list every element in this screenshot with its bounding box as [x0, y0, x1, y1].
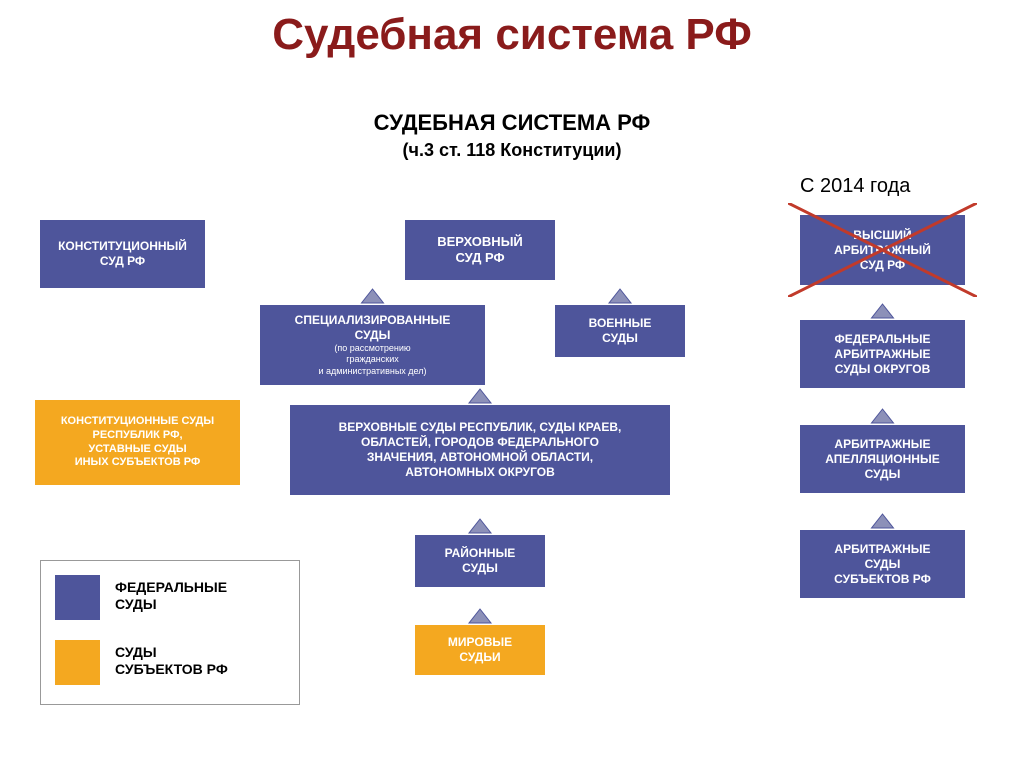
arrow-repub-courts-to-supreme: [469, 389, 491, 403]
node-fed-arb-okrug: ФЕДЕРАЛЬНЫЕАРБИТРАЖНЫЕСУДЫ ОКРУГОВ: [800, 320, 965, 388]
node-specialized: СПЕЦИАЛИЗИРОВАННЫЕСУДЫ(по рассмотрениюгр…: [260, 305, 485, 385]
legend-swatch-subject: [55, 640, 100, 685]
node-supreme: ВЕРХОВНЫЙСУД РФ: [405, 220, 555, 280]
arrow-fed-arb-okrug-to-higher-arb: [872, 304, 894, 318]
year-note: С 2014 года: [800, 175, 910, 198]
node-higher-arb: ВЫСШИЙАРБИТРАЖНЫЙСУД РФ: [800, 215, 965, 285]
legend-label-federal: ФЕДЕРАЛЬНЫЕСУДЫ: [115, 579, 227, 613]
node-arb-appeal: АРБИТРАЖНЫЕАПЕЛЛЯЦИОННЫЕСУДЫ: [800, 425, 965, 493]
diagram-title: СУДЕБНАЯ СИСТЕМА РФ: [0, 110, 1024, 136]
node-district: РАЙОННЫЕСУДЫ: [415, 535, 545, 587]
node-const-repub: КОНСТИТУЦИОННЫЕ СУДЫРЕСПУБЛИК РФ,УСТАВНЫ…: [35, 400, 240, 485]
node-const-court: КОНСТИТУЦИОННЫЙСУД РФ: [40, 220, 205, 288]
node-arb-subj: АРБИТРАЖНЫЕСУДЫСУБЪЕКТОВ РФ: [800, 530, 965, 598]
node-military: ВОЕННЫЕСУДЫ: [555, 305, 685, 357]
diagram-subtitle: (ч.3 ст. 118 Конституции): [0, 140, 1024, 161]
diagram-canvas: Судебная система РФ СУДЕБНАЯ СИСТЕМА РФ …: [0, 0, 1024, 767]
legend-label-subject: СУДЫСУБЪЕКТОВ РФ: [115, 644, 228, 678]
arrow-arb-subj-to-arb-appeal: [872, 514, 894, 528]
node-mirovye: МИРОВЫЕСУДЬИ: [415, 625, 545, 675]
arrow-district-to-repub-courts: [469, 519, 491, 533]
arrow-mirovye-to-district: [469, 609, 491, 623]
legend-swatch-federal: [55, 575, 100, 620]
arrow-specialized-to-supreme: [362, 289, 384, 303]
arrow-arb-appeal-to-fed-arb-okrug: [872, 409, 894, 423]
page-title: Судебная система РФ: [0, 0, 1024, 60]
node-repub-courts: ВЕРХОВНЫЕ СУДЫ РЕСПУБЛИК, СУДЫ КРАЕВ,ОБЛ…: [290, 405, 670, 495]
arrow-military-to-supreme: [609, 289, 631, 303]
